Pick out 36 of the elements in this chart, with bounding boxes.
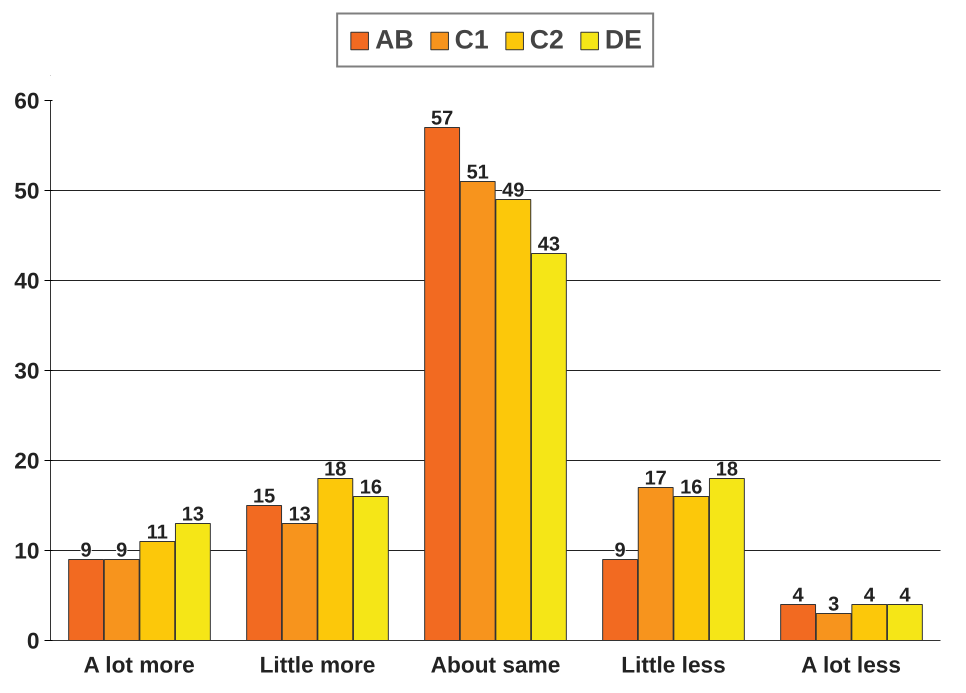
legend-label: C1 bbox=[454, 24, 489, 56]
data-label: 4 bbox=[792, 584, 805, 606]
legend-label: C2 bbox=[530, 24, 564, 56]
y-tick-label: 10 bbox=[14, 538, 40, 564]
data-label: 3 bbox=[828, 594, 840, 616]
x-tick-label: A lot less bbox=[801, 652, 902, 678]
y-tick-label: 50 bbox=[14, 178, 40, 204]
y-tick-label: 30 bbox=[14, 358, 40, 384]
x-tick-label: Little less bbox=[621, 652, 726, 678]
data-label: 9 bbox=[116, 540, 128, 562]
x-tick-label: About same bbox=[430, 652, 560, 678]
data-label: 4 bbox=[899, 584, 912, 606]
legend-label: AB bbox=[375, 24, 414, 56]
data-label: 43 bbox=[538, 234, 560, 256]
data-label: 18 bbox=[324, 458, 346, 480]
data-label: 51 bbox=[466, 162, 489, 184]
data-label: 13 bbox=[182, 504, 204, 526]
data-label: 15 bbox=[252, 486, 276, 508]
data-label: 49 bbox=[502, 180, 524, 202]
x-tick-label: A lot more bbox=[83, 652, 195, 678]
y-tick-label: 0 bbox=[26, 628, 40, 654]
y-tick-label: 60 bbox=[14, 88, 40, 114]
data-label: 11 bbox=[146, 522, 168, 544]
data-label: 9 bbox=[614, 540, 626, 562]
data-label: 16 bbox=[680, 476, 702, 498]
data-label: 4 bbox=[864, 584, 876, 606]
data-label: 9 bbox=[80, 540, 92, 562]
data-label: 13 bbox=[288, 504, 311, 526]
data-label: 18 bbox=[716, 458, 738, 480]
y-tick-label: 40 bbox=[14, 268, 40, 294]
legend-label: DE bbox=[604, 24, 642, 56]
data-label: 16 bbox=[360, 476, 382, 498]
y-tick-label: 20 bbox=[14, 448, 40, 474]
data-label: 57 bbox=[430, 108, 454, 130]
x-tick-label: Little more bbox=[260, 652, 376, 678]
data-label: 17 bbox=[644, 468, 667, 490]
